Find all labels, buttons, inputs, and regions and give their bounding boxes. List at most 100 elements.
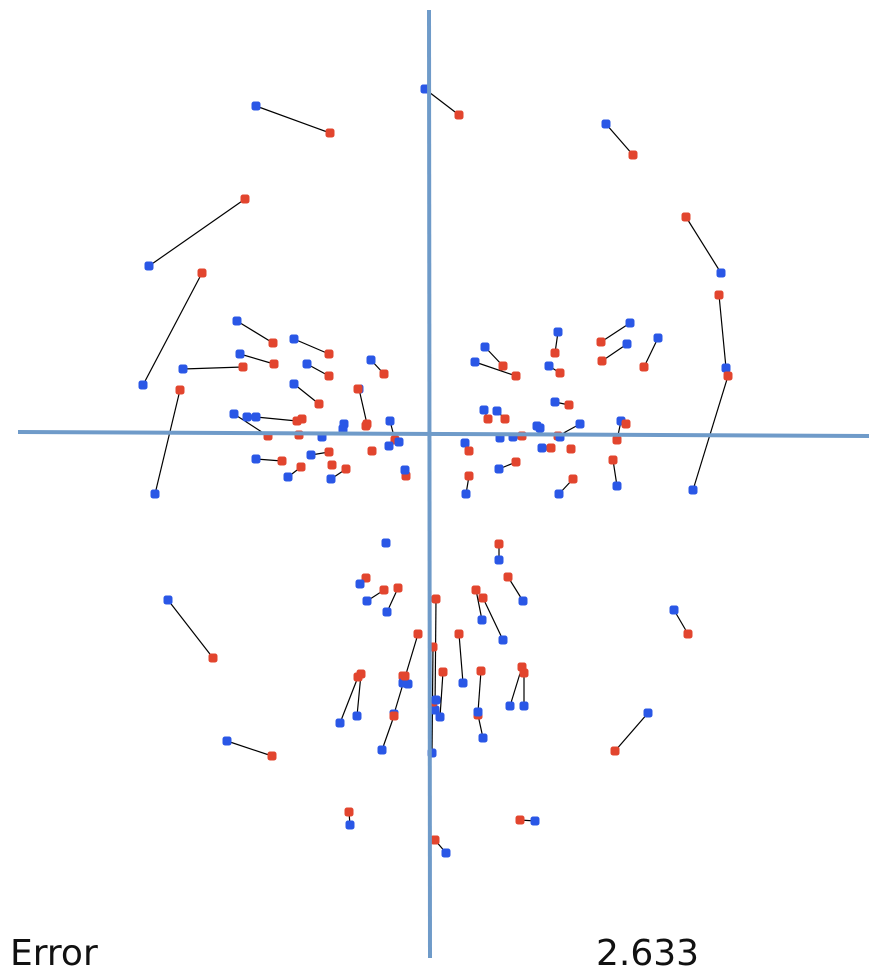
blue-point	[688, 485, 698, 495]
blue-point	[242, 412, 252, 422]
blue-point	[229, 409, 239, 419]
blue-point	[345, 820, 355, 830]
red-point	[478, 593, 488, 603]
red-point	[621, 419, 631, 429]
blue-point	[283, 472, 293, 482]
blue-point	[430, 705, 440, 715]
connector-line	[482, 597, 504, 641]
red-point	[464, 446, 474, 456]
blue-point	[289, 379, 299, 389]
blue-point	[553, 327, 563, 337]
connector-line	[236, 320, 274, 344]
connector-line	[600, 322, 631, 343]
blue-point	[251, 101, 261, 111]
red-point	[564, 400, 574, 410]
connector-line	[439, 671, 444, 718]
blue-point	[601, 119, 611, 129]
blue-point	[461, 489, 471, 499]
blue-point	[518, 596, 528, 606]
blue-point	[138, 380, 148, 390]
blue-point	[480, 342, 490, 352]
red-point	[240, 194, 250, 204]
red-point	[175, 385, 185, 395]
connector-line	[477, 670, 482, 713]
blue-point	[492, 406, 502, 416]
red-point	[597, 356, 607, 366]
blue-point	[441, 848, 451, 858]
blue-point	[178, 364, 188, 374]
blue-point	[460, 438, 470, 448]
blue-point	[352, 711, 362, 721]
blue-point	[251, 454, 261, 464]
blue-point	[519, 701, 529, 711]
red-point	[324, 349, 334, 359]
blue-point	[494, 555, 504, 565]
red-point	[389, 711, 399, 721]
blue-point	[477, 615, 487, 625]
red-point	[723, 371, 733, 381]
red-point	[327, 460, 337, 470]
red-point	[639, 362, 649, 372]
red-point	[681, 212, 691, 222]
connector-line	[182, 366, 244, 370]
blue-point	[163, 595, 173, 605]
red-point	[431, 594, 441, 604]
blue-point	[479, 405, 489, 415]
red-point	[546, 443, 556, 453]
blue-point	[575, 419, 585, 429]
blue-point	[150, 489, 160, 499]
blue-point	[251, 412, 261, 422]
blue-point	[550, 397, 560, 407]
connector-line	[167, 599, 214, 659]
blue-point	[394, 437, 404, 447]
red-point	[341, 464, 351, 474]
blue-point	[362, 596, 372, 606]
red-point	[483, 414, 493, 424]
blue-point	[622, 339, 632, 349]
red-point	[494, 539, 504, 549]
connector-line	[475, 589, 483, 621]
red-point	[608, 455, 618, 465]
red-point	[555, 368, 565, 378]
blue-point	[669, 605, 679, 615]
connector-line	[358, 388, 368, 425]
blue-point	[458, 678, 468, 688]
red-point	[367, 446, 377, 456]
red-point	[267, 751, 277, 761]
blue-point	[612, 481, 622, 491]
blue-point	[478, 733, 488, 743]
blue-point	[537, 443, 547, 453]
blue-point	[625, 318, 635, 328]
blue-point	[232, 316, 242, 326]
blue-point	[235, 349, 245, 359]
horizontal-axis	[17, 430, 870, 438]
blue-point	[385, 416, 395, 426]
red-point	[438, 667, 448, 677]
red-point	[400, 671, 410, 681]
red-point	[503, 572, 513, 582]
error-label: Error	[10, 933, 98, 974]
blue-point	[721, 363, 731, 373]
connector-line	[614, 712, 649, 752]
connector-line	[142, 272, 203, 386]
blue-point	[222, 736, 232, 746]
blue-point	[643, 708, 653, 718]
red-point	[393, 583, 403, 593]
red-point	[269, 359, 279, 369]
red-point	[430, 835, 440, 845]
blue-point	[289, 334, 299, 344]
blue-point	[335, 718, 345, 728]
connector-line	[718, 294, 727, 369]
blue-point	[473, 707, 483, 717]
blue-point	[403, 679, 413, 689]
blue-point	[144, 261, 154, 271]
connector-line	[154, 389, 181, 495]
blue-point	[431, 695, 441, 705]
connector-line	[255, 105, 331, 134]
red-point	[379, 369, 389, 379]
red-point	[268, 338, 278, 348]
red-point	[454, 110, 464, 120]
connector-line	[293, 383, 320, 405]
point-markers	[138, 84, 733, 858]
